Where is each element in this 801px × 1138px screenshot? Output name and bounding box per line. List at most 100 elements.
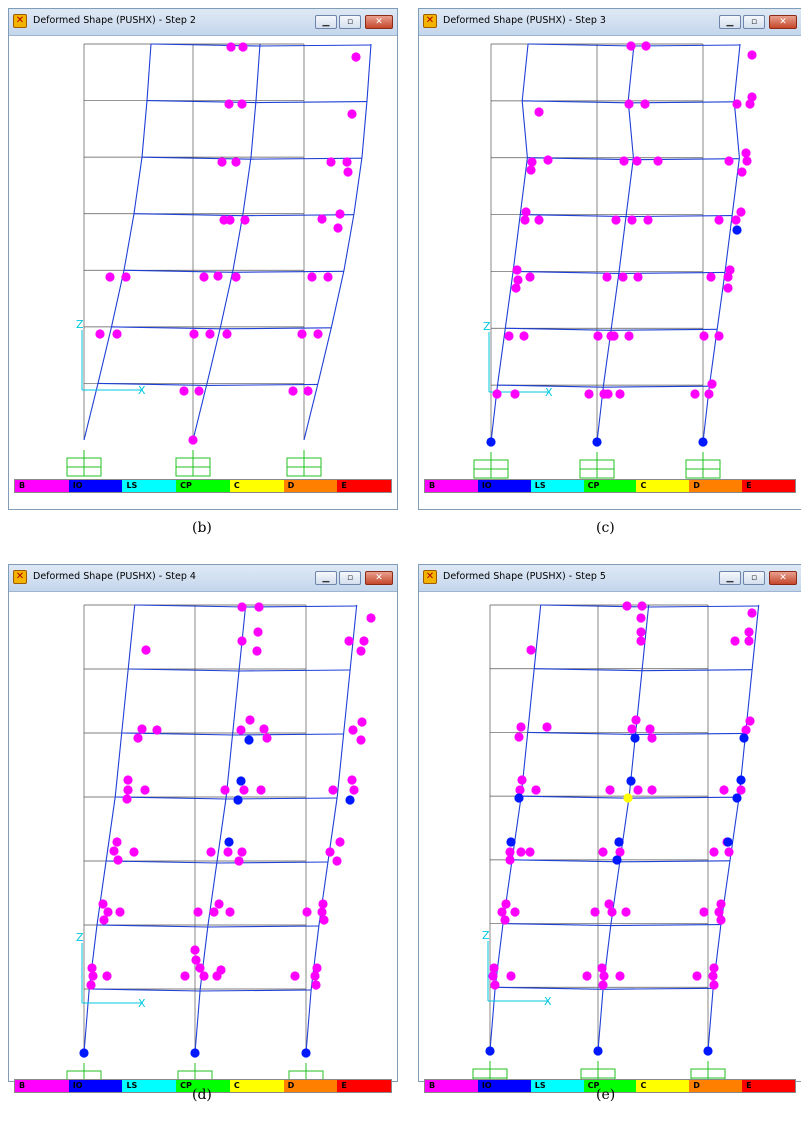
plastic-hinge-pink	[527, 157, 537, 167]
plastic-hinge-pink	[332, 856, 342, 866]
close-button[interactable]: ✕	[365, 571, 393, 585]
plastic-hinge-pink	[317, 214, 327, 224]
plastic-hinge-blue	[736, 775, 746, 785]
plastic-hinge-pink	[525, 272, 535, 282]
deformed-beam	[497, 384, 710, 388]
minimize-button[interactable]: ▁	[315, 571, 337, 585]
plastic-hinge-pink	[714, 907, 724, 917]
plastic-hinge-pink	[624, 99, 634, 109]
plastic-hinge-pink	[225, 907, 235, 917]
plastic-hinge-blue	[592, 437, 602, 447]
plastic-hinge-pink	[488, 971, 498, 981]
plastic-hinge-pink	[328, 785, 338, 795]
plastic-hinge-pink	[631, 715, 641, 725]
plastic-hinge-pink	[123, 785, 133, 795]
plastic-hinge-pink	[513, 275, 523, 285]
legend-label: IO	[481, 1081, 492, 1090]
legend-segment: CP	[583, 1080, 637, 1092]
window-title: Deformed Shape (PUSHX) - Step 2	[33, 15, 196, 26]
deformed-beam	[106, 860, 329, 864]
maximize-button[interactable]: ▫	[743, 15, 765, 29]
legend-label: D	[287, 1081, 295, 1090]
plastic-hinge-pink	[736, 785, 746, 795]
minimize-button[interactable]: ▁	[315, 15, 337, 29]
legend-label: B	[19, 481, 26, 490]
plastic-hinge-pink	[347, 109, 357, 119]
plastic-hinge-pink	[534, 107, 544, 117]
plastic-hinge-pink	[237, 847, 247, 857]
maximize-button[interactable]: ▫	[743, 571, 765, 585]
plastic-hinge-pink	[115, 907, 125, 917]
plastic-hinge-pink	[714, 331, 724, 341]
deformed-beam	[128, 668, 351, 672]
legend-label: E	[341, 1081, 347, 1090]
plastic-hinge-pink	[193, 907, 203, 917]
plastic-hinge-pink	[344, 636, 354, 646]
plastic-hinge-pink	[238, 42, 248, 52]
plastic-hinge-pink	[603, 389, 613, 399]
legend-label: C	[640, 481, 647, 490]
plastic-hinge-blue	[301, 1048, 311, 1058]
legend-segment: E	[337, 1080, 392, 1092]
plastic-hinge-pink	[543, 155, 553, 165]
plastic-hinge-pink	[640, 99, 650, 109]
minimize-button[interactable]: ▁	[719, 571, 741, 585]
plastic-hinge-pink	[622, 601, 632, 611]
plastic-hinge-blue	[698, 437, 708, 447]
window-titlebar[interactable]: ✕ Deformed Shape (PUSHX) - Step 2 ▁ ▫ ✕	[9, 9, 397, 36]
plastic-hinge-pink	[732, 99, 742, 109]
plastic-hinge-pink	[724, 156, 734, 166]
plastic-hinge-pink	[598, 980, 608, 990]
legend-label: B	[19, 1081, 26, 1090]
plastic-hinge-pink	[636, 613, 646, 623]
plastic-hinge-blue	[190, 1048, 200, 1058]
deformed-column	[702, 43, 741, 443]
plastic-hinge-pink	[237, 602, 247, 612]
close-button[interactable]: ✕	[365, 15, 393, 29]
plastic-hinge-pink	[209, 907, 219, 917]
plastic-hinge-pink	[237, 636, 247, 646]
deformed-shape-window: ✕ Deformed Shape (PUSHX) - Step 2 ▁ ▫ ✕	[8, 8, 398, 510]
minimize-button[interactable]: ▁	[719, 15, 741, 29]
x-axis-label: X	[544, 995, 552, 1008]
plastic-hinge-pink	[744, 636, 754, 646]
plastic-hinge-pink	[708, 971, 718, 981]
legend-label: E	[746, 481, 752, 490]
close-button[interactable]: ✕	[769, 15, 797, 29]
plastic-hinge-pink	[253, 627, 263, 637]
plastic-hinge-pink	[747, 50, 757, 60]
plastic-hinge-blue	[739, 733, 749, 743]
plastic-hinge-blue	[614, 837, 624, 847]
plastic-hinge-pink	[216, 965, 226, 975]
window-title: Deformed Shape (PUSHX) - Step 5	[443, 571, 606, 582]
plastic-hinge-pink	[313, 329, 323, 339]
plastic-hinge-pink	[351, 52, 361, 62]
deformed-beam	[502, 923, 722, 927]
window-titlebar[interactable]: ✕ Deformed Shape (PUSHX) - Step 4 ▁ ▫ ✕	[9, 565, 397, 592]
plastic-hinge-pink	[505, 855, 515, 865]
plastic-hinge-blue	[630, 733, 640, 743]
plastic-hinge-pink	[719, 785, 729, 795]
app-icon: ✕	[423, 14, 437, 28]
plastic-hinge-pink	[747, 608, 757, 618]
hinge-legend: B IO LS CP C D E	[424, 479, 796, 493]
deformed-beam	[520, 214, 733, 218]
plastic-hinge-pink	[190, 945, 200, 955]
close-button[interactable]: ✕	[769, 571, 797, 585]
x-axis-label: X	[138, 384, 146, 397]
plastic-hinge-pink	[602, 272, 612, 282]
legend-segment: LS	[122, 480, 177, 492]
legend-label: CP	[587, 481, 600, 490]
plastic-hinge-blue	[244, 735, 254, 745]
plastic-hinge-pink	[504, 331, 514, 341]
window-titlebar[interactable]: ✕ Deformed Shape (PUSHX) - Step 3 ▁ ▫ ✕	[419, 9, 801, 36]
deformed-beam	[146, 100, 368, 104]
plastic-hinge-pink	[647, 733, 657, 743]
plastic-hinge-pink	[534, 215, 544, 225]
maximize-button[interactable]: ▫	[339, 15, 361, 29]
window-titlebar[interactable]: ✕ Deformed Shape (PUSHX) - Step 5 ▁ ▫ ✕	[419, 565, 801, 592]
deformed-column	[490, 43, 529, 443]
plastic-hinge-pink	[259, 724, 269, 734]
maximize-button[interactable]: ▫	[339, 571, 361, 585]
